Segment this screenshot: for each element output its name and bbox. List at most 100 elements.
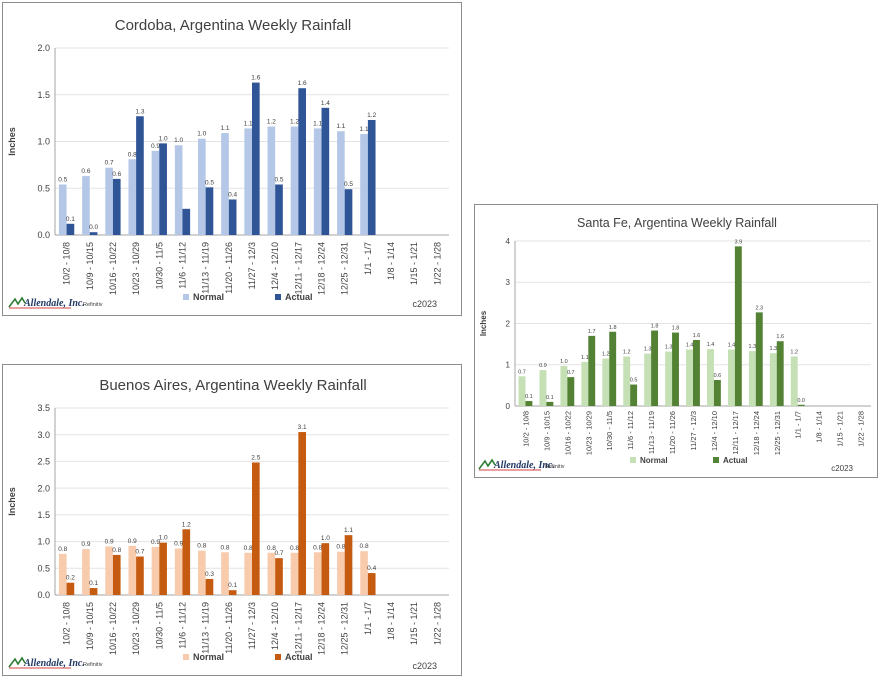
normal-bar bbox=[221, 552, 229, 595]
actual-bar bbox=[321, 107, 330, 235]
normal-bar bbox=[518, 376, 526, 406]
normal-bar bbox=[769, 353, 777, 406]
data-label: 1.2 bbox=[267, 119, 276, 126]
normal-bar bbox=[221, 133, 229, 235]
x-tick-label: 10/30 - 11/5 bbox=[605, 411, 614, 450]
normal-bar bbox=[128, 159, 137, 235]
y-tick-label: 1.5 bbox=[37, 90, 50, 100]
data-label: 0.6 bbox=[714, 373, 722, 379]
y-tick-label: 0.0 bbox=[37, 230, 50, 240]
normal-bar bbox=[82, 176, 90, 235]
legend-label-normal: Normal bbox=[193, 652, 224, 662]
data-label: 1.1 bbox=[336, 123, 345, 130]
normal-bar bbox=[727, 349, 735, 406]
santafe-rainfall-chart: Santa Fe, Argentina Weekly Rainfall Inche… bbox=[474, 204, 878, 478]
x-tick-label: 1/8 - 1/14 bbox=[815, 411, 824, 443]
normal-bar bbox=[105, 167, 113, 235]
normal-bar bbox=[790, 356, 798, 406]
x-tick-label: 12/18 - 12/24 bbox=[317, 242, 327, 295]
x-tick-label: 11/6 - 11/12 bbox=[177, 242, 187, 289]
data-label: 3.9 bbox=[735, 239, 743, 245]
y-tick-label: 0.5 bbox=[37, 563, 50, 573]
x-tick-label: 1/22 - 1/28 bbox=[857, 411, 866, 447]
x-tick-label: 12/4 - 12/10 bbox=[710, 411, 719, 451]
x-tick-label: 11/20 - 11/26 bbox=[224, 602, 234, 654]
actual-bar bbox=[344, 189, 353, 235]
actual-bar bbox=[567, 377, 575, 406]
normal-bar bbox=[197, 550, 206, 595]
data-label: 0.7 bbox=[105, 160, 114, 167]
y-tick-label: 3.5 bbox=[37, 403, 50, 413]
x-tick-label: 1/1 - 1/7 bbox=[363, 602, 373, 635]
actual-bar bbox=[651, 330, 659, 406]
data-label: 0.6 bbox=[81, 168, 90, 175]
normal-bar bbox=[748, 351, 756, 406]
legend-label-normal: Normal bbox=[193, 292, 224, 302]
normal-bar bbox=[337, 551, 345, 595]
y-tick-label: 3 bbox=[506, 278, 511, 287]
actual-bar bbox=[367, 119, 376, 235]
data-label: 1.3 bbox=[135, 108, 144, 115]
data-label: 1.3 bbox=[665, 345, 673, 351]
normal-bar bbox=[244, 552, 252, 595]
legend-swatch-normal bbox=[183, 294, 189, 300]
data-label: 0.8 bbox=[267, 545, 276, 552]
data-label: 0.5 bbox=[630, 378, 638, 384]
x-tick-label: 11/13 - 11/19 bbox=[647, 411, 656, 454]
actual-bar bbox=[159, 542, 167, 595]
actual-bar bbox=[298, 88, 307, 235]
data-label: 1.1 bbox=[244, 120, 253, 127]
allendale-logo-text: Allendale, Inc. bbox=[493, 460, 555, 471]
y-tick-label: 2.0 bbox=[37, 483, 50, 493]
legend-swatch-actual bbox=[275, 654, 281, 660]
actual-bar bbox=[252, 462, 260, 595]
actual-bar bbox=[136, 116, 144, 235]
data-label: 0.9 bbox=[105, 538, 114, 545]
actual-bar bbox=[89, 588, 98, 595]
x-tick-label: 10/23 - 10/29 bbox=[131, 602, 141, 655]
actual-bar bbox=[89, 232, 98, 235]
actual-bar bbox=[344, 535, 353, 595]
normal-bar bbox=[623, 356, 631, 406]
data-label: 0.8 bbox=[112, 547, 121, 554]
x-tick-label: 12/25 - 12/31 bbox=[773, 411, 782, 455]
santafe-chart-svg: Santa Fe, Argentina Weekly Rainfall Inche… bbox=[478, 216, 871, 473]
actual-bar bbox=[734, 246, 742, 406]
data-label: 0.7 bbox=[518, 369, 526, 375]
x-tick-label: 10/30 - 11/5 bbox=[154, 602, 164, 649]
x-tick-label: 11/13 - 11/19 bbox=[201, 242, 211, 294]
x-tick-label: 12/25 - 12/31 bbox=[340, 602, 350, 655]
x-tick-label: 10/30 - 11/5 bbox=[154, 242, 164, 289]
x-tick-label: 12/4 - 12/10 bbox=[270, 242, 280, 290]
x-tick-label: 12/18 - 12/24 bbox=[317, 602, 327, 655]
data-label: 0.5 bbox=[274, 177, 283, 184]
legend-label-actual: Actual bbox=[285, 292, 313, 302]
normal-bar bbox=[151, 546, 160, 595]
data-label: 1.0 bbox=[159, 135, 168, 142]
data-label: 0.7 bbox=[274, 550, 283, 557]
x-tick-label: 11/27 - 12/3 bbox=[247, 242, 257, 289]
data-label: 0.5 bbox=[205, 179, 214, 186]
source-label: Refinitiv bbox=[83, 302, 103, 308]
data-label: 1.1 bbox=[360, 126, 369, 133]
x-tick-label: 11/27 - 12/3 bbox=[689, 411, 698, 450]
allendale-logo-text: Allendale, Inc. bbox=[23, 658, 85, 669]
data-label: 1.6 bbox=[776, 334, 784, 340]
data-label: 0.7 bbox=[567, 370, 575, 376]
data-label: 0.9 bbox=[174, 541, 183, 548]
data-label: 0.9 bbox=[151, 143, 160, 150]
data-label: 0.1 bbox=[89, 580, 98, 587]
y-tick-label: 1 bbox=[506, 361, 511, 370]
actual-bar bbox=[228, 590, 237, 595]
normal-bar bbox=[290, 126, 299, 235]
normal-bar bbox=[105, 546, 113, 595]
normal-bar bbox=[581, 361, 589, 406]
cordoba-chart-svg: Cordoba, Argentina Weekly Rainfall Inches… bbox=[7, 17, 449, 309]
actual-bar bbox=[275, 558, 283, 595]
data-label: 1.4 bbox=[707, 342, 715, 348]
data-label: 0.3 bbox=[205, 571, 214, 578]
x-tick-label: 1/15 - 1/21 bbox=[409, 602, 419, 645]
actual-bar bbox=[755, 312, 763, 406]
actual-bar bbox=[112, 554, 121, 595]
data-label: 1.0 bbox=[560, 359, 568, 365]
